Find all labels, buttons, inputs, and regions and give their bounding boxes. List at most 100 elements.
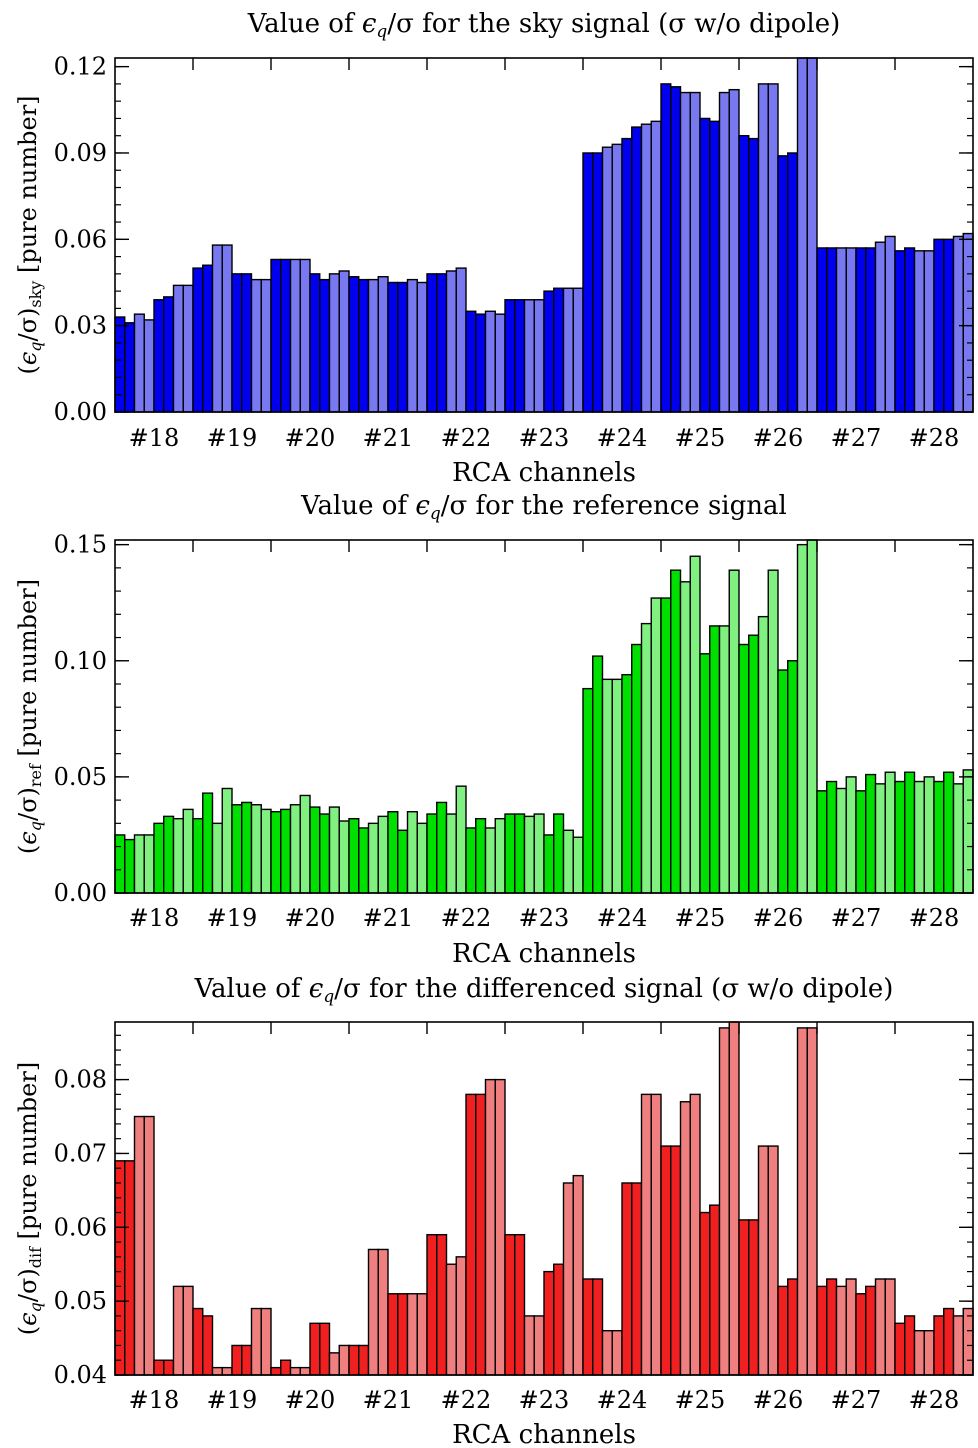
x-tick-label: #22 — [441, 904, 492, 932]
bar — [202, 792, 214, 894]
bar — [913, 780, 925, 894]
x-tick-label: #20 — [285, 904, 336, 932]
bar — [699, 1211, 711, 1376]
x-tick-label: #18 — [129, 424, 180, 452]
bar — [338, 820, 350, 894]
bar — [952, 1315, 964, 1376]
bar — [923, 250, 935, 413]
bar — [387, 281, 399, 413]
bar — [748, 137, 760, 413]
bar — [631, 1182, 643, 1376]
bar — [241, 801, 253, 894]
bar — [445, 270, 457, 413]
bar — [172, 817, 184, 894]
bar — [562, 287, 574, 413]
bar — [309, 1322, 321, 1376]
bar — [475, 313, 487, 413]
bar — [377, 815, 389, 894]
bar — [933, 238, 945, 413]
bar — [553, 813, 565, 894]
bar — [894, 250, 906, 413]
bar — [533, 813, 545, 894]
bar — [280, 258, 292, 413]
bar — [562, 829, 574, 894]
bar — [640, 123, 652, 413]
bar — [250, 278, 262, 413]
plot-frame — [114, 57, 974, 413]
bar — [484, 1078, 496, 1376]
y-tick-label: 0.05 — [54, 1287, 107, 1315]
bar — [358, 1344, 370, 1376]
bar — [806, 57, 818, 413]
bar — [299, 794, 311, 894]
bar — [348, 817, 360, 894]
bar — [884, 1278, 896, 1376]
bar — [348, 1344, 360, 1376]
bar — [406, 811, 418, 894]
bar — [455, 267, 467, 413]
bar — [913, 1329, 925, 1376]
bar — [153, 299, 165, 413]
bar — [709, 1204, 721, 1376]
bar — [270, 258, 282, 413]
bar — [202, 264, 214, 413]
bar — [738, 135, 750, 413]
bar — [865, 1285, 877, 1376]
bar — [952, 783, 964, 894]
bar — [543, 834, 555, 894]
bar — [241, 273, 253, 413]
y-axis-label: (ϵq/σ)ref [pure number] — [14, 579, 45, 854]
x-axis: #18 #19 #20 #21 #22 #23 #24 #25 #26 #27 #28 — [129, 540, 959, 932]
bar — [572, 836, 584, 894]
x-tick-label: #27 — [831, 1386, 882, 1414]
bar — [231, 804, 243, 894]
bar — [845, 776, 857, 894]
bar — [504, 1233, 516, 1376]
bar — [163, 296, 175, 413]
bar — [377, 1248, 389, 1376]
bar — [611, 143, 623, 413]
bar — [533, 1315, 545, 1376]
bar — [543, 1270, 555, 1376]
bar — [172, 1285, 184, 1376]
bar — [670, 1145, 682, 1376]
y-tick-label: 0.00 — [54, 398, 107, 426]
bar — [367, 822, 379, 894]
bar — [962, 232, 974, 413]
x-tick-label: #23 — [519, 424, 570, 452]
bar — [679, 581, 691, 894]
bar — [679, 1101, 691, 1376]
bar — [211, 822, 223, 894]
x-axis: #18 #19 #20 #21 #22 #23 #24 #25 #26 #27 #28 — [129, 58, 959, 452]
bar — [650, 120, 662, 413]
x-tick-label: #25 — [675, 424, 726, 452]
bar — [270, 811, 282, 894]
bar — [319, 1322, 331, 1376]
bar — [718, 1027, 730, 1376]
bar — [621, 1182, 633, 1376]
bar — [289, 804, 301, 894]
bar — [943, 238, 955, 413]
bar — [153, 822, 165, 894]
bar — [582, 1278, 594, 1376]
bar — [367, 278, 379, 413]
bar — [865, 247, 877, 413]
y-tick-label: 0.15 — [54, 531, 107, 559]
bar — [660, 1145, 672, 1376]
bar — [777, 1285, 789, 1376]
bar — [718, 91, 730, 413]
x-tick-label: #20 — [285, 424, 336, 452]
bar — [163, 1359, 175, 1376]
bar — [699, 117, 711, 413]
bar — [611, 1329, 623, 1376]
bar — [592, 152, 604, 413]
bar — [904, 771, 916, 894]
bar — [465, 310, 477, 413]
bar — [484, 310, 496, 413]
bar — [397, 1293, 409, 1376]
bar — [835, 787, 847, 894]
y-tick-label: 0.09 — [54, 139, 107, 167]
y-tick-label: 0.04 — [54, 1361, 107, 1389]
x-tick-label: #26 — [753, 424, 804, 452]
bar — [904, 247, 916, 413]
